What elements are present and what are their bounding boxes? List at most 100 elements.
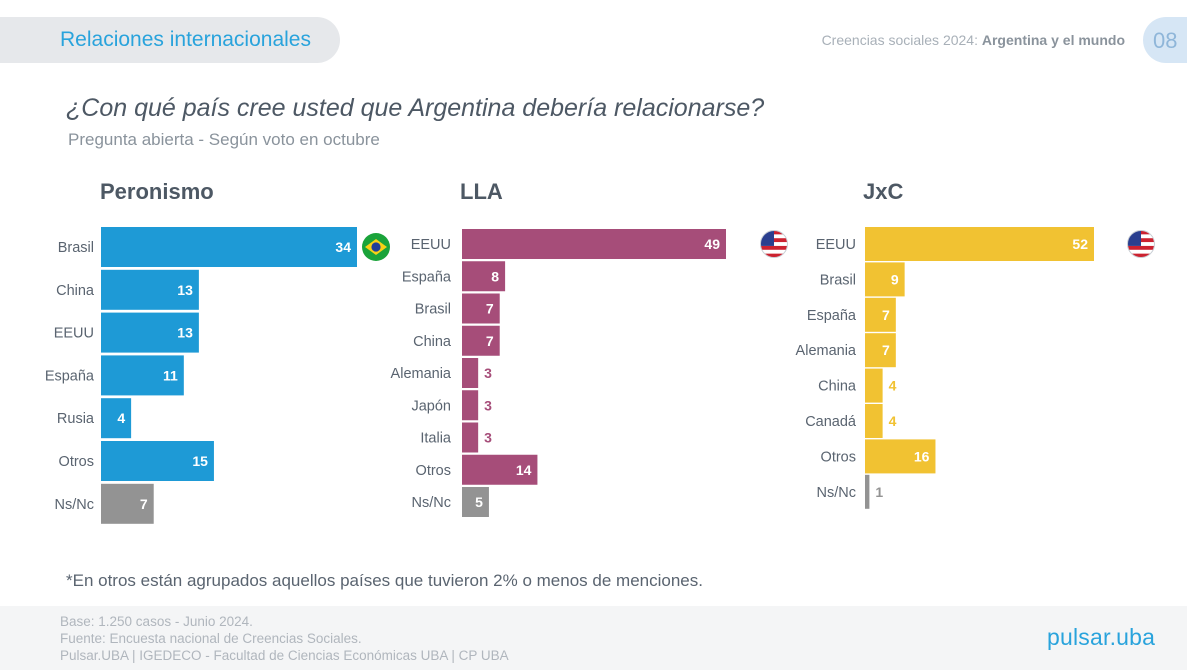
bar bbox=[462, 325, 500, 356]
category-label: Alemania bbox=[391, 366, 452, 382]
value-label: 13 bbox=[177, 325, 193, 341]
category-label: EEUU bbox=[816, 237, 856, 253]
category-label: España bbox=[45, 368, 95, 384]
report-title-bold: Argentina y el mundo bbox=[981, 32, 1125, 48]
report-title-prefix: Creencias sociales 2024: bbox=[821, 32, 982, 48]
bar bbox=[462, 454, 538, 485]
report-title: Creencias sociales 2024: Argentina y el … bbox=[822, 32, 1125, 48]
chart-0: Peronismo Brasil 34 China 13 EEUU 13 España 11 Ru… bbox=[45, 179, 390, 524]
category-label: Otros bbox=[821, 449, 856, 465]
category-label: China bbox=[56, 283, 95, 299]
footer-line-base: Base: 1.250 casos - Junio 2024. bbox=[60, 614, 253, 629]
value-label: 4 bbox=[117, 410, 125, 426]
chart-2: JxC EEUU 52 Brasil 9 España 7 Alemania 7 China 4 Ca… bbox=[796, 179, 1155, 509]
chart-title: JxC bbox=[863, 179, 903, 204]
bar bbox=[101, 441, 214, 481]
footer-source: Base: 1.250 casos - Junio 2024. Fuente: … bbox=[60, 613, 509, 664]
value-label: 3 bbox=[484, 365, 492, 381]
header-pill bbox=[0, 17, 340, 63]
bar bbox=[462, 261, 506, 292]
usa-flag-stripe bbox=[1127, 245, 1155, 250]
bar bbox=[865, 227, 1094, 261]
category-label: Alemania bbox=[796, 343, 857, 359]
value-label: 7 bbox=[140, 496, 148, 512]
bar bbox=[865, 368, 883, 403]
bar bbox=[101, 355, 184, 396]
category-label: Ns/Nc bbox=[55, 497, 94, 513]
page-badge bbox=[1143, 17, 1187, 63]
value-label: 7 bbox=[882, 307, 890, 323]
value-label: 11 bbox=[163, 367, 178, 383]
usa-flag-stripe bbox=[760, 245, 788, 250]
value-label: 49 bbox=[704, 236, 720, 252]
value-label: 15 bbox=[192, 453, 208, 469]
section-title: Relaciones internacionales bbox=[60, 28, 311, 51]
value-label: 7 bbox=[486, 333, 494, 349]
footnote: *En otros están agrupados aquellos paíse… bbox=[66, 571, 703, 590]
bar bbox=[865, 439, 936, 474]
chart-title: LLA bbox=[460, 179, 503, 204]
value-label: 16 bbox=[914, 448, 930, 464]
category-label: Japón bbox=[411, 398, 451, 414]
value-label: 3 bbox=[484, 397, 492, 413]
bar bbox=[462, 293, 500, 324]
category-label: Ns/Nc bbox=[817, 485, 856, 501]
question-subtitle: Pregunta abierta - Según voto en octubre bbox=[68, 130, 380, 149]
bar bbox=[101, 269, 199, 310]
bar bbox=[865, 297, 896, 332]
footer-band bbox=[0, 606, 1187, 670]
bar bbox=[462, 358, 479, 388]
pulsar-uba-logo: pulsar.uba bbox=[1047, 624, 1156, 650]
value-label: 13 bbox=[177, 282, 193, 298]
value-label: 14 bbox=[516, 462, 532, 478]
category-label: China bbox=[818, 379, 857, 395]
category-label: China bbox=[413, 334, 452, 350]
chart-1: LLA EEUU 49 España 8 Brasil 7 China 7 Alemania 3 Ja… bbox=[391, 179, 788, 517]
bar bbox=[865, 262, 905, 297]
category-label: Brasil bbox=[820, 272, 856, 288]
category-label: EEUU bbox=[411, 237, 451, 253]
chart-title: Peronismo bbox=[100, 179, 214, 204]
usa-flag-ring-1 bbox=[760, 230, 788, 258]
brazil-flag-icon bbox=[362, 233, 390, 261]
usa-flag-icon bbox=[760, 230, 788, 258]
category-label: Rusia bbox=[57, 411, 95, 427]
value-label: 3 bbox=[484, 430, 492, 446]
value-label: 9 bbox=[891, 271, 899, 287]
usa-flag-ring-2 bbox=[1127, 230, 1155, 258]
category-label: Italia bbox=[420, 431, 452, 447]
footer-line-credits: Pulsar.UBA | IGEDECO - Facultad de Cienc… bbox=[60, 648, 509, 663]
value-label: 7 bbox=[486, 301, 494, 317]
bar bbox=[865, 404, 883, 438]
value-label: 52 bbox=[1072, 236, 1088, 252]
category-label: Otros bbox=[59, 454, 94, 470]
page-number: 08 bbox=[1153, 28, 1178, 53]
value-label: 5 bbox=[475, 494, 483, 510]
bar bbox=[865, 474, 870, 509]
bar bbox=[462, 229, 726, 259]
bar bbox=[101, 227, 357, 267]
category-label: Otros bbox=[416, 463, 451, 479]
bar bbox=[462, 390, 479, 421]
usa-flag-stripe bbox=[1127, 253, 1155, 258]
bar bbox=[462, 422, 479, 453]
brazil-flag-globe-0 bbox=[371, 242, 381, 252]
category-label: Ns/Nc bbox=[412, 495, 451, 511]
footer-line-source: Fuente: Encuesta nacional de Creencias S… bbox=[60, 631, 362, 646]
value-label: 8 bbox=[491, 268, 499, 284]
question-title: ¿Con qué país cree usted que Argentina d… bbox=[66, 94, 765, 122]
value-label: 4 bbox=[889, 413, 897, 429]
usa-flag-stripe bbox=[760, 253, 788, 258]
value-label: 4 bbox=[889, 378, 897, 394]
value-label: 34 bbox=[335, 239, 351, 255]
category-label: Brasil bbox=[58, 240, 94, 256]
category-label: España bbox=[807, 308, 857, 324]
value-label: 7 bbox=[882, 342, 890, 358]
usa-flag-body-2 bbox=[1127, 230, 1155, 258]
usa-flag-icon bbox=[1127, 230, 1155, 258]
category-label: Canadá bbox=[805, 414, 857, 430]
value-label: 1 bbox=[875, 484, 883, 500]
category-label: EEUU bbox=[54, 326, 94, 342]
usa-flag-body-1 bbox=[760, 230, 788, 258]
bar bbox=[101, 312, 199, 353]
